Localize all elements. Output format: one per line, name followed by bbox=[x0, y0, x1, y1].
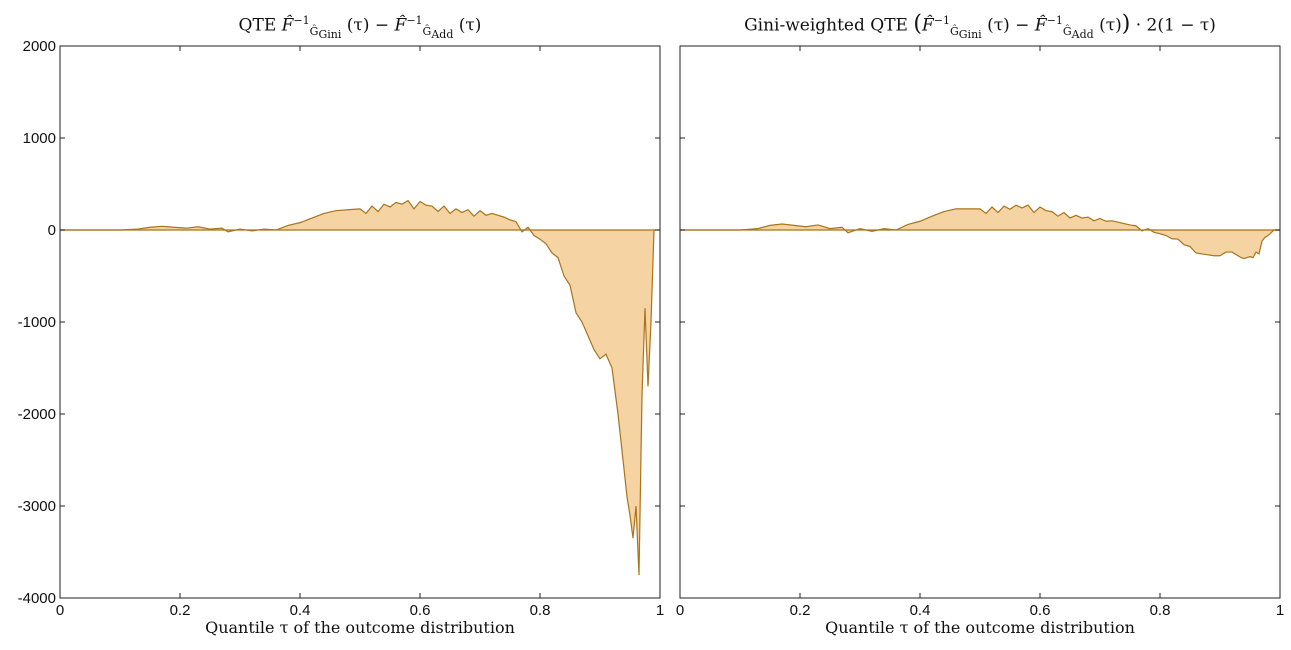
x-tick-label: 0.4 bbox=[290, 602, 311, 619]
area-fill bbox=[680, 205, 1280, 259]
y-tick-label: -4000 bbox=[18, 590, 56, 607]
title-left-arg1: (τ) bbox=[346, 15, 370, 36]
x-tick-label: 0.8 bbox=[530, 602, 551, 619]
y-tick-label: -2000 bbox=[18, 406, 56, 423]
title-right-arg2: (τ) bbox=[1099, 15, 1122, 36]
title-right-arg1: (τ) bbox=[987, 15, 1010, 36]
title-right-prefix: Gini-weighted QTE bbox=[744, 15, 908, 36]
x-tick-label: 0 bbox=[56, 602, 64, 619]
plot-frame bbox=[679, 45, 1281, 599]
y-tick-label: 0 bbox=[48, 222, 56, 239]
x-axis-label: Quantile τ of the outcome distribution bbox=[205, 618, 515, 637]
title-left-sub2: Add bbox=[431, 28, 454, 42]
y-tick-label: 1000 bbox=[23, 130, 56, 147]
x-tick-label: 0.6 bbox=[410, 602, 431, 619]
x-tick-label: 0.2 bbox=[790, 602, 811, 619]
title-right-sub2: Add bbox=[1071, 28, 1094, 42]
title-left-arg2: (τ) bbox=[458, 15, 482, 36]
y-tick-label: -3000 bbox=[18, 498, 56, 515]
title-right-suffix: · 2(1 − τ) bbox=[1135, 15, 1216, 36]
x-tick-label: 1 bbox=[1276, 602, 1284, 619]
series-line bbox=[680, 204, 1280, 260]
title-left-sub1: Gini bbox=[318, 28, 342, 42]
y-tick-label: -1000 bbox=[18, 314, 56, 331]
chart-title-left: QTE F̂−1ĜGini (τ) − F̂−1ĜAdd (τ) bbox=[238, 14, 482, 42]
x-tick-label: 1 bbox=[656, 602, 664, 619]
chart-panel-right: 0 0.2 0.4 0.6 0.8 1 Quantile τ of the outcome … bbox=[676, 45, 1284, 637]
y-tick-label: 2000 bbox=[23, 38, 56, 55]
title-left-prefix: QTE bbox=[238, 15, 277, 36]
x-tick-label: 0.4 bbox=[910, 602, 931, 619]
x-tick-label: 0.6 bbox=[1030, 602, 1051, 619]
x-tick-label: 0.8 bbox=[1150, 602, 1171, 619]
plot-frame bbox=[59, 45, 661, 599]
area-fill bbox=[60, 200, 654, 575]
x-tick-label: 0.2 bbox=[170, 602, 191, 619]
x-axis-label: Quantile τ of the outcome distribution bbox=[825, 618, 1135, 637]
chart-title-right: Gini-weighted QTE (F̂−1ĜGini (τ) − F̂−1Ĝ… bbox=[744, 11, 1216, 42]
title-right-sub1: Gini bbox=[958, 28, 982, 42]
x-tick-label: 0 bbox=[676, 602, 684, 619]
